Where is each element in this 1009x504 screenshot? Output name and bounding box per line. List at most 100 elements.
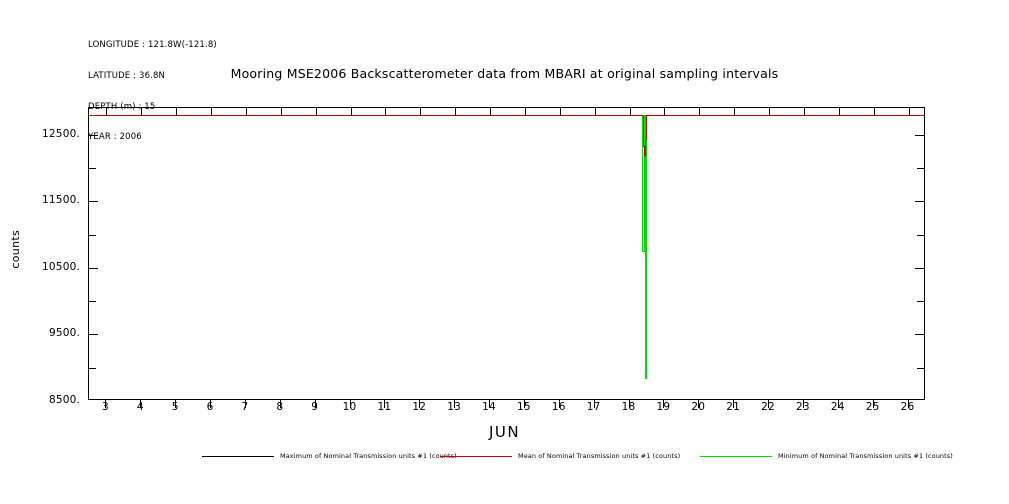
x-axis-tick-top	[629, 108, 631, 115]
y-axis-tick	[89, 267, 98, 269]
y-axis-tick	[89, 201, 98, 203]
y-axis-tick	[89, 301, 96, 303]
x-axis-tick-top	[176, 108, 178, 115]
x-axis-tick	[210, 400, 212, 408]
y-axis-tick	[915, 267, 924, 269]
x-axis-tick-label: 7	[241, 401, 249, 413]
y-axis-tick-label: 10500.	[42, 260, 80, 273]
x-axis-tick-top	[385, 108, 387, 115]
x-axis-tick-top	[420, 108, 422, 115]
x-axis-tick-label: 17	[586, 401, 601, 413]
series-segment	[643, 114, 645, 252]
x-axis-tick	[244, 400, 246, 408]
x-axis-tick-label: 18	[621, 401, 636, 413]
y-axis-tick	[917, 301, 924, 303]
x-axis-tick-label: 24	[830, 401, 845, 413]
legend-label: Mean of Nominal Transmission units #1 (c…	[518, 452, 681, 460]
y-axis-tick	[89, 234, 96, 236]
series-segment	[643, 114, 645, 146]
x-axis-tick-label: 6	[206, 401, 214, 413]
metadata-longitude: LONGITUDE : 121.8W(-121.8)	[88, 40, 217, 51]
x-axis-tick-top	[524, 108, 526, 115]
y-axis-tick	[89, 134, 98, 136]
y-axis-tick-label: 8500.	[48, 394, 80, 406]
chart-title: Mooring MSE2006 Backscatterometer data f…	[230, 66, 779, 81]
series-segment	[642, 114, 644, 252]
legend-color-swatch	[700, 455, 772, 457]
x-axis-tick-top	[211, 108, 213, 115]
x-axis-tick-label: 11	[377, 401, 392, 413]
chart-legend: Maximum of Nominal Transmission units #1…	[0, 449, 1009, 465]
y-axis-tick	[89, 167, 96, 169]
series-segment	[645, 114, 647, 378]
series-segment	[644, 139, 646, 156]
y-axis-tick-labels: 8500. 9500. 10500. 11500. 12500.	[0, 107, 1009, 406]
y-axis-tick	[89, 334, 98, 336]
metadata-latitude: LATITUDE : 36.8N	[88, 71, 166, 82]
x-axis-tick-top	[245, 108, 247, 115]
x-axis-tick-label: 15	[517, 401, 531, 413]
legend-label: Minimum of Nominal Transmission units #1…	[778, 452, 953, 460]
series-segment	[89, 114, 643, 116]
series-segment	[644, 114, 646, 378]
x-axis-tick	[489, 400, 491, 408]
x-axis-tick-top	[106, 108, 108, 115]
x-axis-tick	[419, 400, 421, 408]
x-axis-tick	[768, 400, 770, 408]
x-axis-tick	[663, 400, 665, 408]
series-segment	[642, 251, 644, 253]
x-axis-tick-top	[908, 108, 910, 115]
x-axis-tick	[837, 400, 839, 408]
legend-item: Mean of Nominal Transmission units #1 (c…	[440, 449, 680, 463]
x-axis-tick	[628, 400, 630, 408]
x-axis-tick	[523, 400, 525, 408]
series-segment	[645, 114, 924, 116]
x-axis-tick-label: 3	[101, 401, 109, 413]
x-axis-tick	[558, 400, 560, 408]
y-axis-tick-label: 11500.	[42, 194, 80, 207]
y-axis-tick	[915, 334, 924, 336]
x-axis-tick-top	[769, 108, 771, 115]
x-axis-tick	[105, 400, 107, 408]
x-axis-tick-label: 22	[761, 401, 775, 413]
legend-label: Maximum of Nominal Transmission units #1…	[280, 452, 457, 460]
x-axis-tick-label: 5	[171, 401, 179, 413]
x-axis-tick	[175, 400, 177, 408]
x-axis-tick-label: 19	[656, 401, 671, 413]
x-axis-tick-label: 21	[726, 401, 741, 413]
x-axis-tick-label: 16	[551, 401, 566, 413]
x-axis-tick-top	[699, 108, 701, 115]
series-segment	[643, 114, 645, 116]
y-axis-tick	[915, 134, 924, 136]
x-axis-tick	[314, 400, 316, 408]
series-segment	[644, 139, 646, 141]
x-axis-tick	[698, 400, 700, 408]
x-axis-tick	[349, 400, 351, 408]
x-axis-title: JUN	[488, 423, 521, 441]
x-axis-tick-label: 10	[342, 401, 357, 413]
x-axis-tick	[384, 400, 386, 408]
y-axis-tick	[917, 167, 924, 169]
x-axis-tick	[802, 400, 804, 408]
legend-item: Maximum of Nominal Transmission units #1…	[202, 449, 457, 463]
x-axis-tick-label: 20	[691, 401, 706, 413]
x-axis-tick-label: 13	[447, 401, 462, 413]
x-axis-tick-label: 25	[865, 401, 880, 413]
x-axis-tick-top	[490, 108, 492, 115]
x-axis-tick-top	[664, 108, 666, 115]
y-axis-tick-label: 9500.	[48, 327, 80, 340]
y-axis-tick	[915, 201, 924, 203]
x-axis-tick	[279, 400, 281, 408]
y-axis-tick-label: 12500.	[42, 127, 80, 140]
x-axis-tick-label: 8	[276, 401, 284, 413]
y-axis-tick	[917, 367, 924, 369]
x-axis-tick-label: 4	[136, 401, 144, 413]
x-axis-tick	[454, 400, 456, 408]
series-segment	[644, 377, 646, 379]
x-axis-tick	[733, 400, 735, 408]
x-axis-tick-top	[350, 108, 352, 115]
x-axis-tick-label: 23	[796, 401, 810, 413]
x-axis-tick-label: 12	[412, 401, 427, 413]
y-axis-tick	[89, 367, 96, 369]
metadata-depth: DEPTH (m) : 15	[88, 101, 156, 112]
